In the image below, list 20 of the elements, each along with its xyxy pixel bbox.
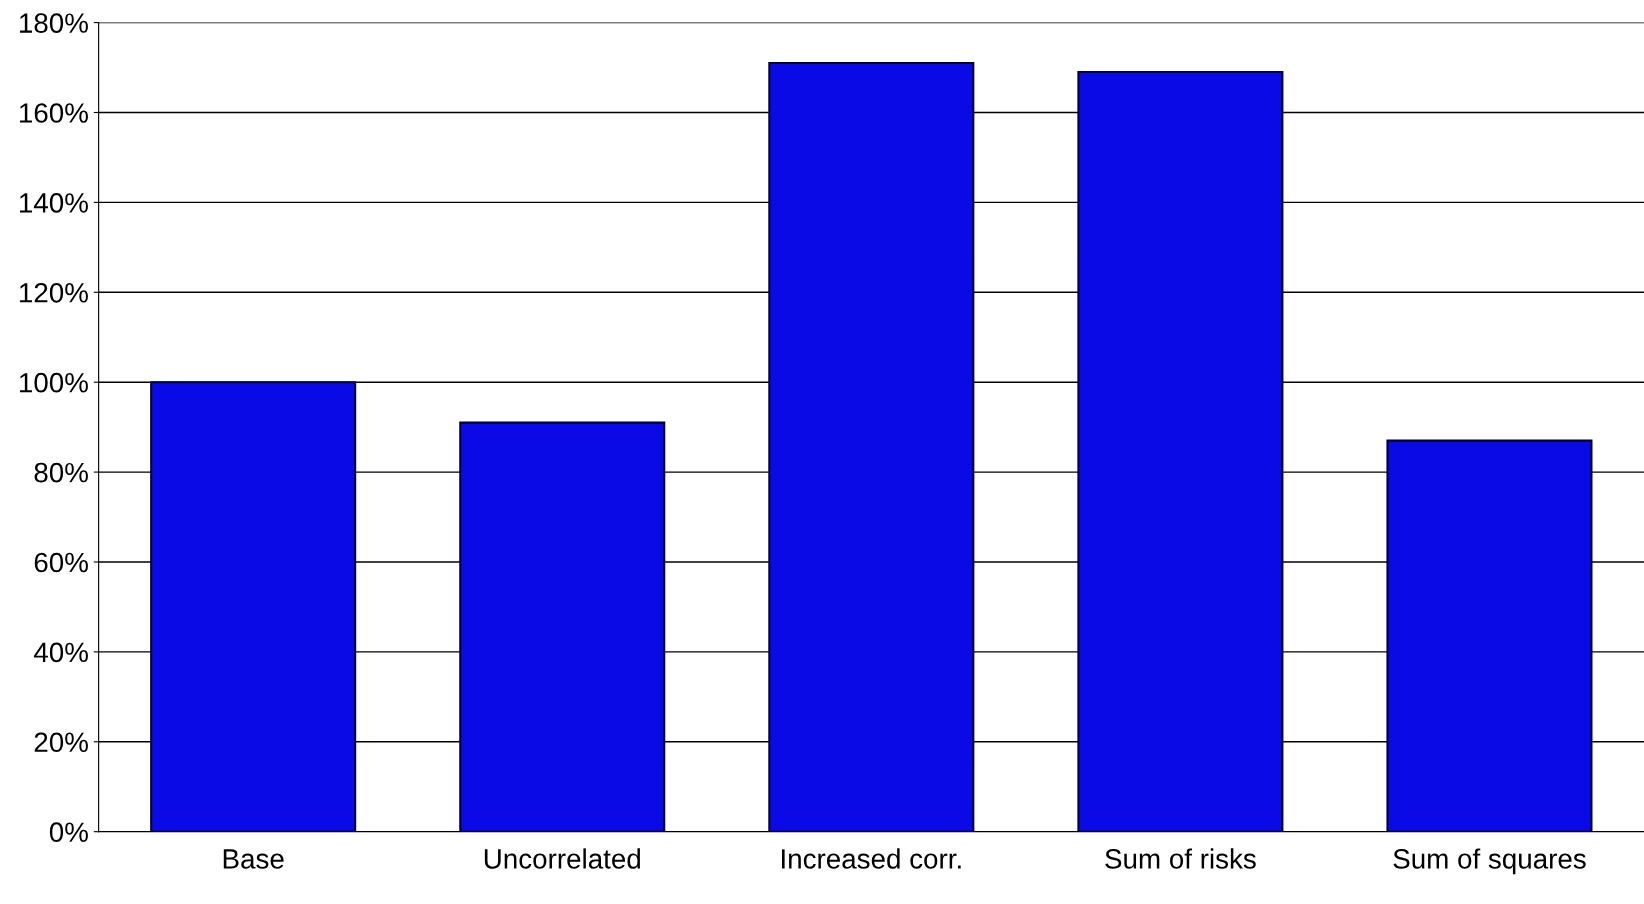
bar [150,381,357,832]
y-tick-label: 140% [19,193,88,213]
y-tick-label: 80% [34,462,88,483]
x-tick-label: Increased corr. [782,848,961,869]
y-tick-label: 180% [19,13,88,33]
y-tick-label: 160% [19,103,88,123]
x-tick-label: Sum of risks [1105,848,1256,869]
bar [1077,71,1284,832]
bar [768,62,975,832]
y-tick-label: 120% [19,282,88,303]
bar [1386,439,1593,832]
x-tick-label: Uncorrelated [484,848,640,869]
x-tick-label: Sum of squares [1393,848,1586,875]
y-tick-label: 20% [34,732,88,753]
y-tick-label: 40% [33,642,88,663]
x-tick-label: Base [223,849,284,869]
bar [459,421,666,832]
y-tick-label: 100% [19,372,88,393]
y-tick-label: 60% [34,552,88,573]
y-tick-label: 0% [49,822,88,843]
